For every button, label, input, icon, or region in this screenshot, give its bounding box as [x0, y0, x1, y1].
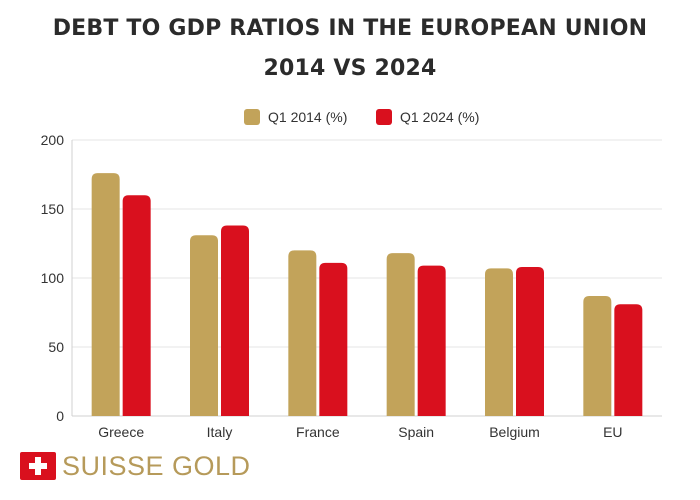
brand-name: SUISSE GOLD — [62, 450, 251, 481]
bar-2014 — [485, 268, 513, 416]
bar-2024 — [319, 262, 348, 416]
y-tick-label: 100 — [41, 270, 65, 286]
legend-label-2024: Q1 2024 (%) — [400, 109, 480, 125]
legend-swatch-2014 — [244, 109, 260, 125]
bar-2024 — [122, 195, 151, 416]
y-tick-label: 0 — [56, 408, 64, 424]
x-tick-label: France — [296, 424, 340, 440]
legend-label-2014: Q1 2014 (%) — [268, 109, 348, 125]
legend-item-2014: Q1 2014 (%) — [244, 107, 347, 127]
bar-2024 — [516, 266, 544, 416]
bar-2014 — [386, 253, 415, 416]
bar-2014 — [288, 250, 317, 416]
bar-2024 — [221, 225, 249, 416]
x-tick-label: Belgium — [489, 424, 540, 440]
swiss-cross-icon — [20, 452, 56, 480]
x-tick-label: EU — [603, 424, 622, 440]
x-tick-label: Greece — [98, 424, 144, 440]
chart-legend: Q1 2014 (%) Q1 2024 (%) — [0, 107, 700, 127]
chart-title: DEBT TO GDP RATIOS IN THE EUROPEAN UNION — [52, 16, 648, 41]
y-tick-label: 200 — [41, 132, 65, 148]
bar-2014 — [583, 295, 612, 416]
bar-2024 — [614, 304, 643, 416]
legend-swatch-2024 — [376, 109, 392, 125]
bar-2024 — [417, 265, 446, 416]
legend-item-2024: Q1 2024 (%) — [376, 107, 479, 127]
y-tick-label: 50 — [48, 339, 64, 355]
bar-2014 — [91, 173, 120, 416]
x-tick-label: Spain — [398, 424, 434, 440]
x-tick-label: Italy — [207, 424, 233, 440]
bar-2014 — [190, 235, 218, 416]
y-tick-label: 150 — [41, 201, 65, 217]
chart-subtitle: 2014 VS 2024 — [263, 56, 437, 81]
brand-logo: SUISSE GOLD — [20, 448, 251, 484]
